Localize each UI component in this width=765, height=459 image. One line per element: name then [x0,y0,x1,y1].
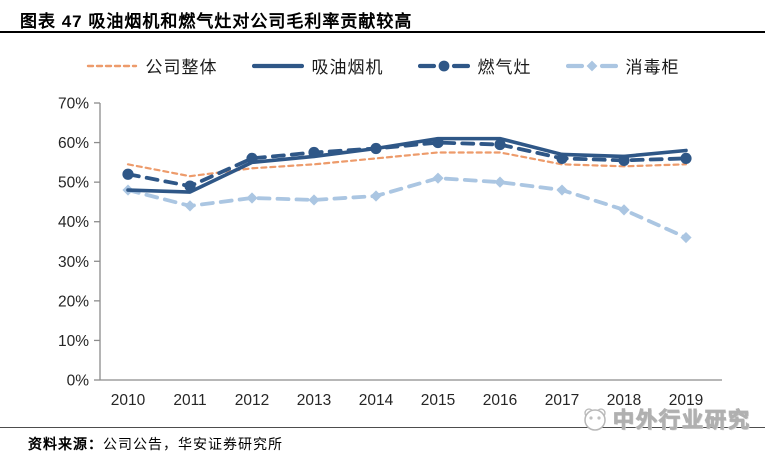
legend-label: 吸油烟机 [311,58,384,77]
watermark-text: 中外行业研究 [613,409,751,433]
x-tick-label: 2016 [483,392,517,409]
data-point-消毒柜 [370,190,382,202]
legend-line-sample [565,60,618,71]
data-point-消毒柜 [184,200,196,212]
x-tick-label: 2014 [359,392,394,409]
panda-logo-icon [584,408,606,431]
data-point-燃气灶 [432,136,444,149]
chart-canvas: 0% 10% 20% 30% 40% 50% 60% 70% 2010 2011 2012 2013 2… [58,96,722,409]
x-tick-label: 2017 [545,392,579,409]
figure-title: 图表 47 吸油烟机和燃气灶对公司毛利率贡献较高 [20,12,413,31]
x-tick-label: 2018 [607,392,641,409]
series-line-消毒柜 [126,176,688,240]
data-point-燃气灶 [618,154,630,166]
y-tick-label: 70% [58,96,89,113]
legend-label: 消毒柜 [625,58,680,77]
legend-item-range-hood: 吸油烟机 [251,53,384,78]
data-point-燃气灶 [680,152,692,164]
y-tick-label: 0% [67,373,90,390]
x-tick-label: 2019 [669,392,703,409]
y-tick-label: 60% [58,135,89,152]
legend-line-sample [417,60,470,71]
data-point-消毒柜 [494,176,506,188]
y-tick-label: 30% [58,254,89,271]
data-point-消毒柜 [246,192,258,204]
data-point-消毒柜 [680,231,692,244]
y-tick-label: 20% [58,293,89,310]
legend-line-sample [251,63,304,68]
series-line-燃气灶 [126,140,688,188]
data-point-消毒柜 [618,204,630,216]
x-tick-label: 2012 [235,392,269,409]
source-note: 资料来源：公司公告，华安证券研究所 [28,434,283,454]
chart-legend: 公司整体 吸油烟机 燃气灶 消毒柜 [0,53,765,78]
data-point-消毒柜 [308,194,320,206]
footer-divider [0,427,765,428]
x-tick-label: 2010 [111,392,146,409]
data-point-消毒柜 [556,184,568,196]
legend-item-company-overall: 公司整体 [86,53,218,78]
data-point-燃气灶 [370,142,382,155]
watermark: 中外行业研究 [579,404,751,434]
x-tick-label: 2013 [297,392,331,409]
data-point-燃气灶 [246,152,258,164]
y-tick-label: 40% [58,214,89,231]
data-point-燃气灶 [556,152,568,164]
line-chart: 0% 10% 20% 30% 40% 50% 60% 70% 2010 2011 2012 2013 2… [0,86,765,426]
source-label: 资料来源： [28,436,103,452]
source-text: 公司公告，华安证券研究所 [103,436,283,452]
data-point-燃气灶 [308,146,320,159]
series-line-吸油烟机 [126,136,688,194]
legend-item-sterilizer: 消毒柜 [565,53,680,78]
x-tick-label: 2015 [421,392,455,409]
title-divider [0,31,765,33]
data-point-消毒柜 [432,172,444,184]
legend-line-sample [86,64,137,67]
data-point-燃气灶 [122,168,134,180]
data-point-燃气灶 [494,138,506,151]
legend-item-gas-stove: 燃气灶 [417,53,532,78]
legend-label: 燃气灶 [477,58,532,77]
data-point-燃气灶 [184,180,196,192]
legend-label: 公司整体 [145,58,218,77]
x-tick-label: 2011 [173,392,206,409]
y-tick-label: 50% [58,175,89,192]
y-tick-label: 10% [58,333,89,350]
